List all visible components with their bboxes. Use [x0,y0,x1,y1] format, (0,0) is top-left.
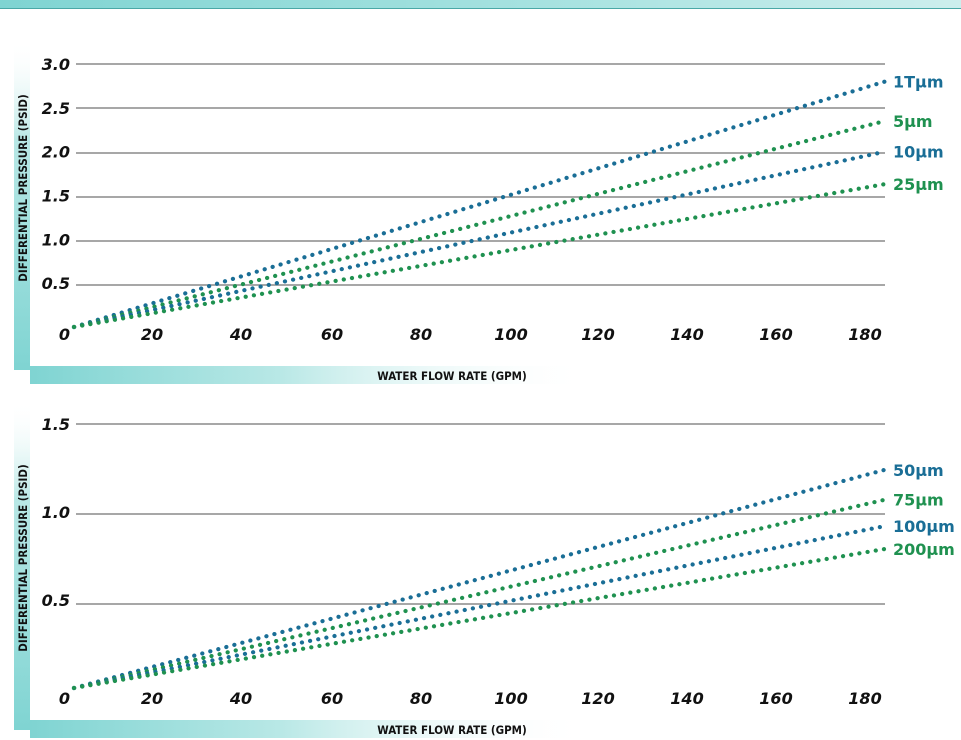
y-tick-label: 1.5 [42,415,70,434]
series-lines [71,467,888,691]
x-tick-label: 40 [229,689,252,708]
series-line [71,497,888,691]
grid-lines [76,63,885,286]
y-tick-label: 1.5 [42,187,70,206]
series-label: 100µm [893,517,955,536]
series-label: 75µm [893,491,944,510]
x-tick-label: 20 [141,689,163,708]
series-line [71,79,888,330]
x-tick-label: 20 [141,325,163,344]
y-axis-band [14,40,30,370]
series-labels: 1Tµm 5µm 10µm 25µm [893,73,944,195]
series-line [71,523,888,691]
series-label: 10µm [893,143,944,162]
x-tick-labels: 20 40 60 80 100 120 140 160 180 [141,689,882,708]
y-tick-label: 0 [59,325,70,344]
x-tick-label: 180 [848,689,881,708]
series-line [71,118,888,330]
y-axis-title: DIFFERENTIAL PRESSURE (PSID) [16,94,30,281]
x-tick-label: 180 [848,325,881,344]
x-axis-title: WATER FLOW RATE (GPM) [377,723,526,737]
x-tick-label: 160 [759,689,792,708]
y-tick-labels: 0 0.5 1.0 1.5 [42,415,70,708]
y-axis-band [14,400,30,730]
series-label: 25µm [893,175,944,194]
series-label: 1Tµm [893,73,944,92]
series-line [71,546,888,691]
x-tick-label: 160 [759,325,792,344]
y-tick-label: 3.0 [42,55,70,74]
grid-lines [76,423,885,605]
y-tick-label: 0.5 [42,274,70,293]
series-label: 200µm [893,540,955,559]
chart-bottom: WATER FLOW RATE (GPM) DIFFERENTIAL PRESS… [14,400,955,738]
series-line [71,467,888,691]
y-tick-label: 0.5 [42,591,70,610]
series-label: 50µm [893,461,944,480]
x-tick-label: 60 [321,325,343,344]
x-tick-label: 60 [321,689,343,708]
x-tick-label: 100 [494,325,527,344]
y-tick-label: 1.0 [42,230,70,249]
top-decorative-bar [0,0,961,9]
chart-top: WATER FLOW RATE (GPM) DIFFERENTIAL PRESS… [14,40,944,384]
x-axis-band [30,720,590,738]
x-tick-label: 140 [670,325,703,344]
x-axis-band [30,366,590,384]
x-tick-label: 80 [410,689,432,708]
x-tick-labels: 20 40 60 80 100 120 140 160 180 [141,325,882,344]
y-tick-label: 2.0 [42,143,70,162]
series-labels: 50µm 75µm 100µm 200µm [893,461,955,559]
series-label: 5µm [893,112,933,131]
series-line [71,149,888,330]
x-tick-label: 140 [670,689,703,708]
x-tick-label: 100 [494,689,527,708]
y-axis-title: DIFFERENTIAL PRESSURE (PSID) [16,464,30,651]
series-lines [71,79,888,330]
x-tick-label: 40 [229,325,252,344]
y-tick-label: 1.0 [42,503,70,522]
x-tick-label: 120 [581,689,614,708]
x-axis-title: WATER FLOW RATE (GPM) [377,369,526,383]
x-tick-label: 80 [410,325,432,344]
y-tick-labels: 0 0.5 1.0 1.5 2.0 2.5 3.0 [42,55,70,344]
x-tick-label: 120 [581,325,614,344]
y-tick-label: 2.5 [42,99,70,118]
y-tick-label: 0 [59,689,70,708]
